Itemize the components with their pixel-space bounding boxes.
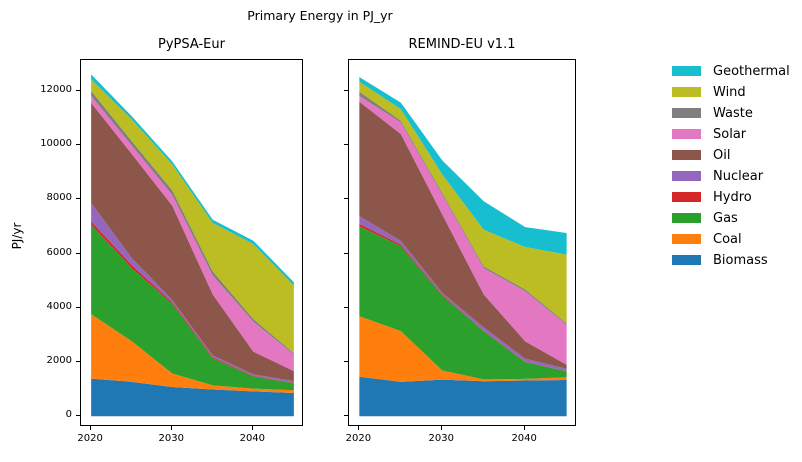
legend-swatch-waste (672, 108, 701, 118)
x-tick-label: 2030 (428, 433, 454, 444)
x-tick-label: 2040 (239, 433, 266, 444)
legend-swatch-gas (672, 213, 701, 223)
legend-item-gas: Gas (672, 208, 738, 228)
legend-label: Biomass (713, 252, 768, 268)
area-geothermal (359, 77, 567, 255)
legend-item-oil: Oil (672, 145, 730, 165)
area-gas (359, 226, 567, 380)
y-tick-label: 12000 (40, 83, 72, 95)
x-tick-label: 2020 (77, 433, 103, 444)
subplot-title-remind-eu: REMIND-EU v1.1 (408, 37, 516, 52)
area-oil (359, 101, 567, 369)
legend-swatch-geothermal (672, 66, 701, 76)
tick-mark (344, 252, 348, 254)
tick-mark (252, 426, 254, 430)
area-coal (91, 314, 294, 393)
legend-label: Solar (713, 126, 747, 142)
legend-swatch-coal (672, 234, 701, 244)
legend-label: Coal (713, 231, 742, 247)
legend-swatch-hydro (672, 192, 701, 202)
tick-mark (344, 306, 348, 308)
area-waste (91, 90, 294, 355)
y-tick-label: 6000 (46, 246, 72, 258)
y-tick-label: 2000 (46, 355, 72, 367)
area-gas (91, 224, 294, 391)
y-tick-label: 0 (65, 409, 72, 421)
tick-mark (344, 361, 348, 363)
area-oil (91, 102, 294, 382)
y-tick-label: 4000 (46, 300, 72, 312)
legend-item-nuclear: Nuclear (672, 166, 763, 186)
legend-item-waste: Waste (672, 103, 753, 123)
legend-item-biomass: Biomass (672, 250, 768, 270)
subplot-title-pypsa-eur: PyPSA-Eur (158, 37, 225, 52)
legend-label: Wind (713, 84, 746, 100)
area-wind (359, 81, 567, 324)
legend-label: Oil (713, 147, 731, 163)
tick-mark (344, 144, 348, 146)
area-wind (91, 79, 294, 354)
tick-mark (76, 252, 80, 254)
legend-item-coal: Coal (672, 229, 742, 249)
tick-mark (76, 198, 80, 200)
area-biomass (359, 376, 567, 417)
area-solar (91, 96, 294, 372)
tick-mark (344, 89, 348, 91)
area-solar (359, 96, 567, 365)
area-biomass (91, 378, 294, 417)
y-tick-label: 8000 (46, 192, 72, 204)
figure-title: Primary Energy in PJ_yr (247, 8, 393, 23)
legend-swatch-oil (672, 150, 701, 160)
tick-mark (358, 426, 360, 430)
legend-swatch-biomass (672, 255, 701, 265)
legend-swatch-wind (672, 87, 701, 97)
tick-mark (90, 426, 92, 430)
tick-mark (76, 361, 80, 363)
axes-pypsa-eur (80, 59, 303, 426)
legend-label: Waste (713, 105, 753, 121)
legend-label: Nuclear (713, 168, 764, 184)
tick-mark (441, 426, 443, 430)
legend-item-solar: Solar (672, 124, 746, 144)
x-tick-label: 2020 (345, 433, 372, 444)
legend-label: Hydro (713, 189, 752, 205)
tick-mark (344, 415, 348, 417)
legend-swatch-nuclear (672, 171, 701, 181)
tick-mark (76, 306, 80, 308)
tick-mark (171, 426, 173, 430)
x-tick-label: 2030 (158, 433, 184, 444)
stacked-area-plot (359, 77, 567, 417)
x-tick-label: 2040 (511, 433, 537, 444)
tick-mark (344, 198, 348, 200)
legend-label: Geothermal (713, 63, 790, 79)
y-tick-label: 10000 (40, 138, 72, 150)
axes-remind-eu (348, 59, 576, 426)
legend-label: Gas (713, 210, 738, 226)
legend-swatch-solar (672, 129, 701, 139)
area-nuclear (359, 216, 567, 372)
legend-item-wind: Wind (672, 82, 746, 102)
stacked-area-plot (91, 74, 294, 417)
tick-mark (76, 144, 80, 146)
y-axis-label: PJ/yr (10, 222, 24, 250)
area-coal (359, 316, 567, 382)
tick-mark (76, 415, 80, 417)
area-geothermal (91, 74, 294, 286)
tick-mark (524, 426, 526, 430)
legend-item-hydro: Hydro (672, 187, 752, 207)
legend-item-geothermal: Geothermal (672, 61, 790, 81)
tick-mark (76, 89, 80, 91)
